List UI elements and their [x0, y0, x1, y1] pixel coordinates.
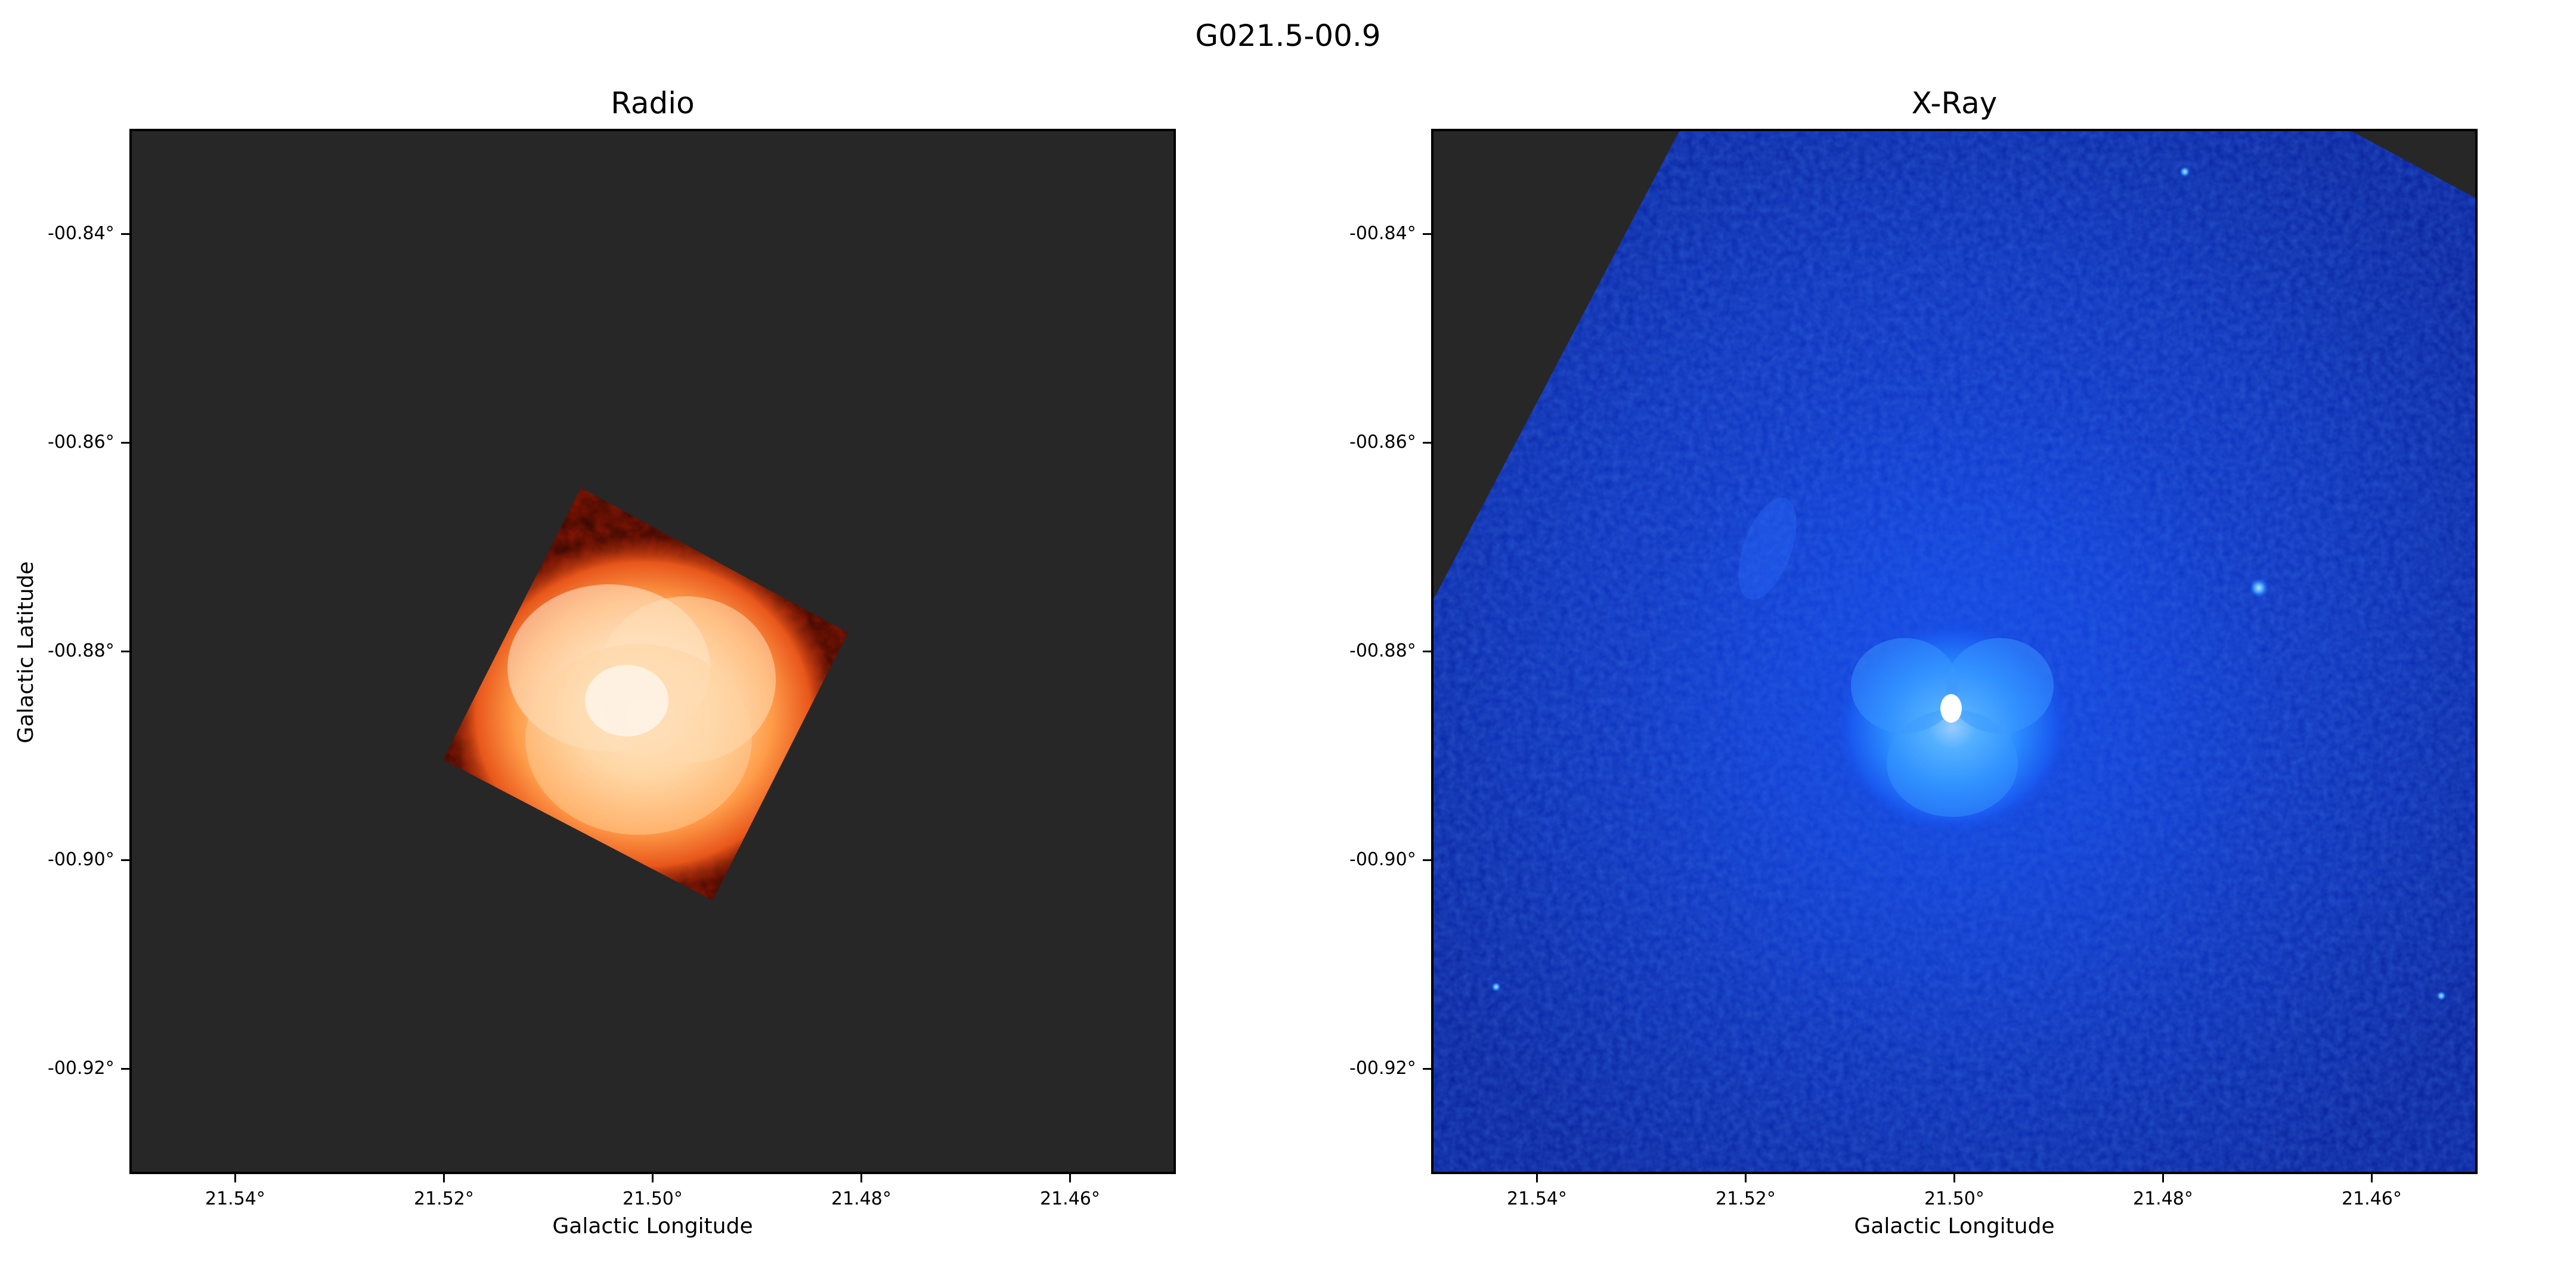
xray-xtick-label: 21.52° [1716, 1188, 1776, 1209]
radio-xtick-label: 21.54° [205, 1188, 265, 1209]
xray-xtick-mark [2162, 1174, 2164, 1182]
radio-ytick-label: -00.90° [48, 849, 114, 870]
radio-ytick-label: -00.92° [48, 1058, 114, 1079]
xray-xlabel: Galactic Longitude [1854, 1214, 2055, 1239]
radio-ytick-label: -00.86° [48, 432, 114, 453]
xray-ytick-label: -00.90° [1349, 849, 1416, 870]
radio-data-region [443, 488, 848, 900]
radio-ytick-mark [121, 651, 129, 652]
xray-xtick-mark [2371, 1174, 2373, 1182]
xray-xtick-label: 21.46° [2342, 1188, 2402, 1209]
xray-data-region [1433, 131, 2475, 1172]
xray-ytick-mark [1423, 859, 1431, 861]
radio-xtick-mark [652, 1174, 654, 1182]
xray-image [1433, 131, 2475, 1172]
xray-image-frame [1431, 129, 2478, 1174]
xray-xtick-label: 21.50° [1924, 1188, 1984, 1209]
radio-xtick-label: 21.50° [623, 1188, 683, 1209]
radio-xtick-mark [234, 1174, 236, 1182]
radio-ytick-label: -00.88° [48, 640, 114, 661]
radio-xtick-mark [1069, 1174, 1071, 1182]
radio-xtick-mark [443, 1174, 445, 1182]
xray-ytick-label: -00.84° [1349, 223, 1416, 244]
radio-ytick-mark [121, 859, 129, 861]
radio-xtick-label: 21.48° [831, 1188, 891, 1209]
radio-image [443, 488, 848, 900]
xray-point-source [2179, 166, 2190, 177]
radio-xtick-label: 21.46° [1040, 1188, 1100, 1209]
xray-ytick-label: -00.86° [1349, 432, 1416, 453]
xray-filament [1738, 497, 1797, 600]
radio-panel-title: Radio [611, 86, 695, 120]
xray-panel-title: X-Ray [1911, 86, 1998, 120]
radio-ytick-label: -00.84° [48, 223, 114, 244]
figure-title: G021.5-00.9 [1195, 18, 1381, 53]
xray-xtick-label: 21.54° [1507, 1188, 1567, 1209]
xray-pulsar-wind-nebula [1833, 620, 2072, 835]
xray-point-source [2436, 991, 2446, 1001]
xray-ytick-mark [1423, 651, 1431, 652]
xray-ytick-mark [1423, 1068, 1431, 1070]
xray-ytick-label: -00.92° [1349, 1058, 1416, 1079]
xray-ytick-label: -00.88° [1349, 640, 1416, 661]
xray-pulsar-point [1940, 694, 1962, 723]
radio-ytick-mark [121, 1068, 129, 1070]
radio-ylabel: Galactic Latitude [14, 561, 38, 744]
radio-image-frame [129, 129, 1176, 1174]
radio-ytick-mark [121, 442, 129, 444]
xray-xtick-mark [1536, 1174, 1538, 1182]
xray-point-source [2249, 578, 2268, 597]
radio-xlabel: Galactic Longitude [552, 1214, 753, 1239]
xray-xtick-mark [1953, 1174, 1955, 1182]
radio-xtick-mark [860, 1174, 862, 1182]
xray-xtick-label: 21.48° [2133, 1188, 2193, 1209]
xray-point-source [1491, 982, 1501, 992]
xray-xtick-mark [1745, 1174, 1747, 1182]
radio-ytick-mark [121, 233, 129, 235]
radio-xtick-label: 21.52° [414, 1188, 474, 1209]
radio-remnant-emission [447, 535, 840, 893]
xray-ytick-mark [1423, 233, 1431, 235]
xray-ytick-mark [1423, 442, 1431, 444]
